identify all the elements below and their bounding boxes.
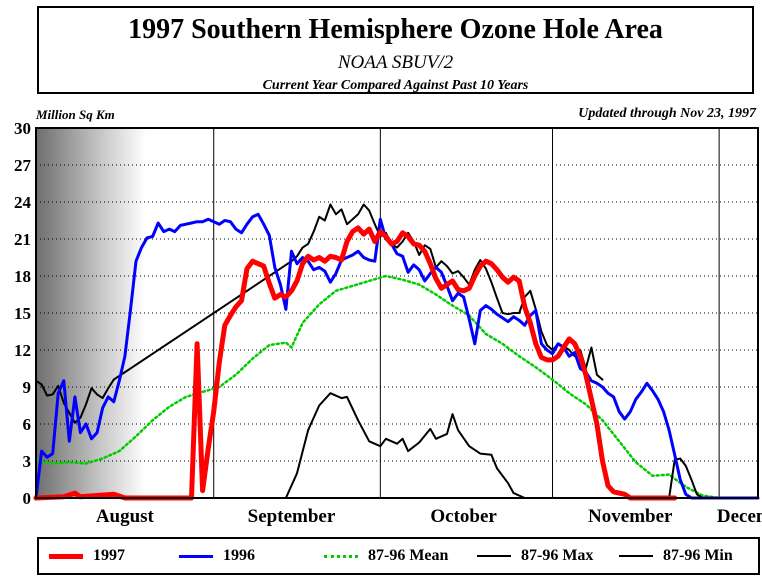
y-tick-label: 0: [23, 489, 32, 508]
x-month-label: August: [96, 506, 155, 527]
legend-swatch-1996: [179, 554, 213, 558]
legend-swatch-1997: [49, 553, 83, 559]
series-line-87-96-mean: [34, 274, 760, 500]
ozone-chart: 0 3 6 9 12 15 18 21 24 27 30 August September Octobe…: [14, 119, 762, 527]
updated-note: Updated through Nov 23, 1997: [578, 106, 756, 121]
series-line-1997: [33, 225, 678, 501]
chart-subtitle: NOAA SBUV/2: [337, 52, 454, 73]
y-tick-label: 15: [14, 304, 31, 323]
y-tick-label: 21: [14, 230, 31, 249]
legend-item-max: 87-96 Max: [477, 539, 593, 573]
title-box: 1997 Southern Hemisphere Ozone Hole Area…: [37, 6, 754, 94]
y-tick-label: 12: [14, 341, 31, 360]
x-month-label: November: [588, 506, 673, 527]
plot-frame: [35, 127, 759, 499]
y-tick-label: 18: [14, 267, 31, 286]
y-tick-label: 24: [14, 193, 32, 212]
legend-label-1996: 1996: [223, 547, 255, 564]
legend-swatch-mean: [324, 554, 358, 558]
y-tick-label: 6: [23, 415, 32, 434]
y-tick-label: 9: [23, 378, 32, 397]
x-month-label: September: [248, 506, 336, 527]
series-line-87-96-min: [284, 392, 704, 499]
legend-item-1996: 1996: [179, 539, 255, 573]
x-month-label: December: [717, 506, 762, 527]
legend: 1997 1996 87-96 Mean 87-96 Max 87-96 Min: [37, 537, 760, 575]
y-tick-label: 3: [23, 452, 32, 471]
legend-swatch-min: [619, 555, 653, 557]
chart-title: 1997 Southern Hemisphere Ozone Hole Area: [128, 14, 663, 45]
legend-item-mean: 87-96 Mean: [324, 539, 448, 573]
legend-swatch-max: [477, 555, 511, 557]
legend-label-min: 87-96 Min: [663, 547, 733, 564]
legend-item-min: 87-96 Min: [619, 539, 733, 573]
y-tick-label: 30: [14, 119, 31, 138]
x-month-label: October: [430, 506, 497, 527]
y-axis-unit-label: Million Sq Km: [36, 107, 115, 122]
legend-label-max: 87-96 Max: [521, 547, 594, 564]
chart-subtitle-2: Current Year Compared Against Past 10 Ye…: [262, 78, 529, 93]
legend-label-1997: 1997: [93, 547, 125, 564]
legend-item-1997: 1997: [49, 539, 125, 573]
legend-label-mean: 87-96 Mean: [368, 547, 449, 564]
y-tick-label: 27: [14, 156, 32, 175]
